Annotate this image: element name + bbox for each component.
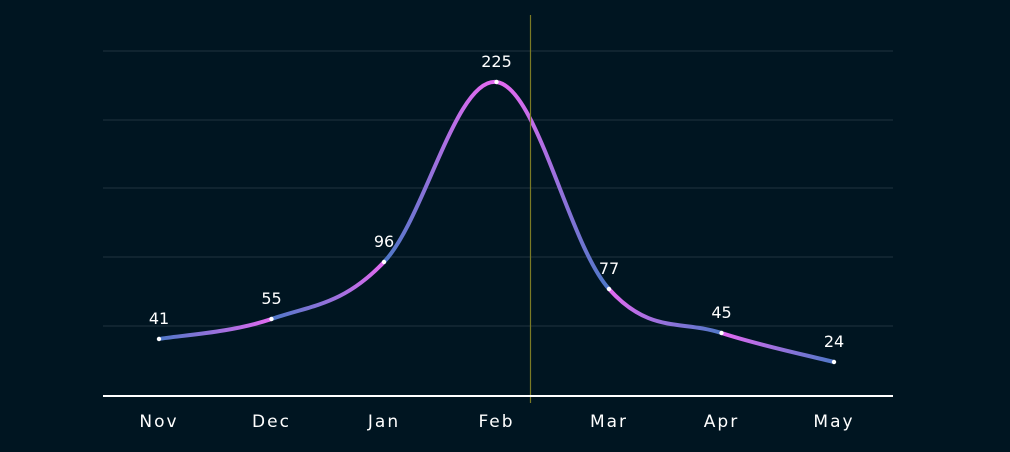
data-labels: 41 55 96 225 77 45 24: [149, 52, 844, 351]
data-point: [831, 359, 837, 365]
value-stems: [158, 82, 835, 396]
data-label: 45: [711, 303, 731, 322]
data-label: 225: [481, 52, 512, 71]
x-tick-label: Dec: [252, 412, 291, 432]
grid-lines: [103, 50, 893, 327]
data-point: [494, 79, 499, 85]
line-segment: [494, 80, 611, 291]
x-tick-label: Feb: [478, 412, 514, 432]
x-tick-label: Mar: [590, 412, 628, 432]
x-tick-label: Nov: [139, 412, 178, 432]
line-segment: [607, 287, 724, 335]
line-segment: [382, 79, 499, 264]
data-point: [606, 286, 612, 292]
data-label: 96: [374, 232, 394, 251]
data-label: 55: [261, 289, 281, 308]
data-label: 77: [599, 259, 619, 278]
line-segment: [269, 260, 386, 321]
data-point: [269, 316, 274, 322]
line-segment: [719, 331, 836, 364]
data-label: 41: [149, 309, 169, 328]
x-tick-label: May: [813, 412, 854, 432]
line-segment: [157, 317, 274, 341]
data-point: [719, 330, 724, 336]
x-tick-label: Apr: [704, 412, 739, 432]
data-label: 24: [824, 332, 844, 351]
x-tick-labels: Nov Dec Jan Feb Mar Apr May: [139, 412, 854, 432]
data-point: [156, 336, 162, 342]
series-line: [156, 79, 837, 365]
x-tick-label: Jan: [367, 412, 400, 432]
data-point: [381, 259, 387, 265]
